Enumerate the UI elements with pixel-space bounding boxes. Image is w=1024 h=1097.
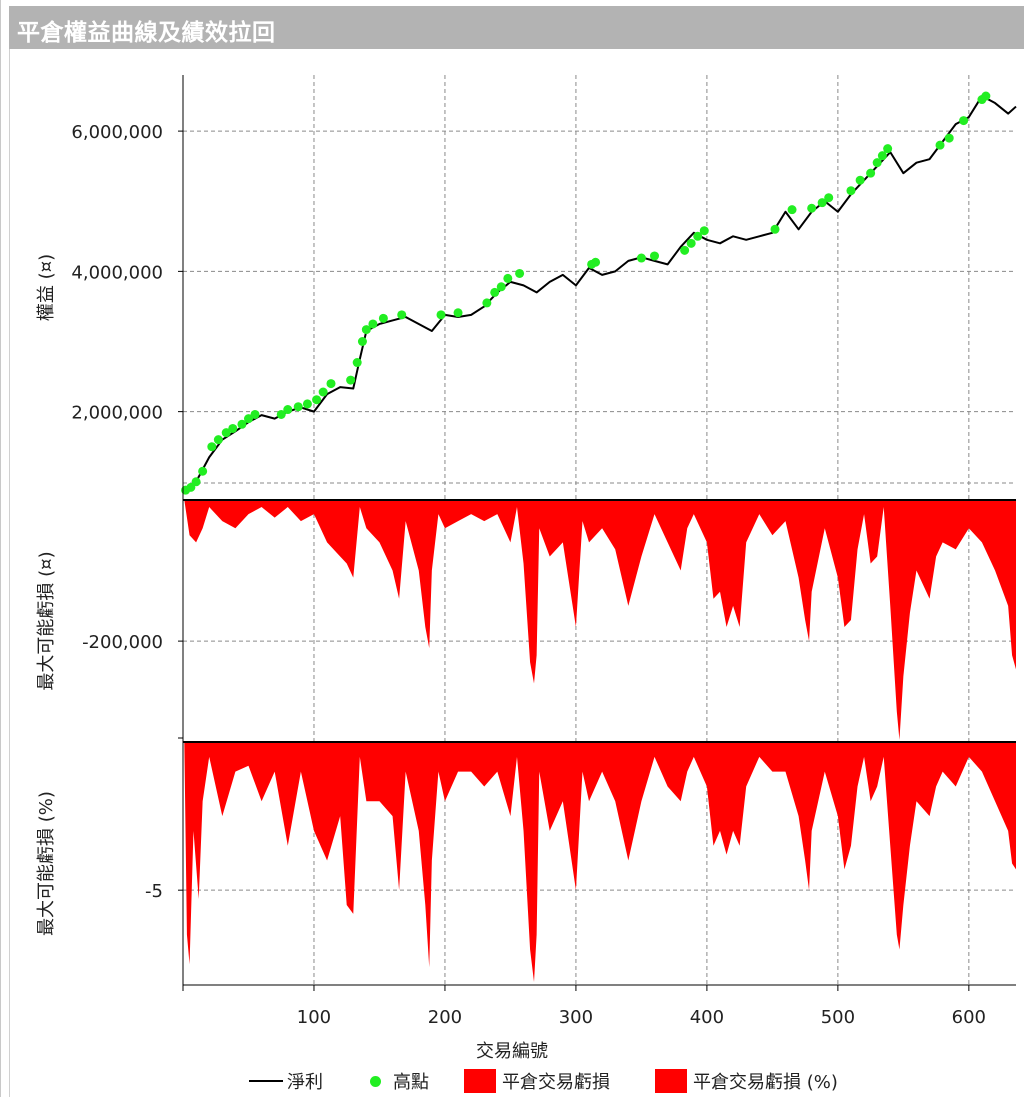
legend-label-highs: 高點 [393, 1072, 429, 1093]
y-tick-label: -5 [145, 881, 163, 902]
equity-high-point [283, 405, 293, 415]
x-tick-label: 100 [297, 1007, 331, 1028]
equity-high-point [944, 133, 954, 143]
equity-high-point [846, 186, 856, 196]
legend-swatch-line [249, 1080, 283, 1082]
equity-high-point [872, 158, 882, 168]
equity-curve-line [183, 95, 1017, 491]
legend-label-trade-loss: 平倉交易虧損 [502, 1072, 610, 1093]
equity-high-point [228, 423, 238, 433]
equity-high-point [515, 268, 525, 278]
equity-high-point [207, 442, 217, 452]
equity-high-point [221, 428, 231, 438]
legend-item-highs: 高點 [366, 1068, 429, 1094]
equity-high-point [302, 399, 312, 409]
equity-high-point [981, 91, 991, 101]
equity-high-point [436, 310, 446, 320]
equity-high-point [650, 251, 660, 261]
equity-high-point [250, 409, 260, 419]
equity-high-point [636, 253, 646, 263]
equity-high-point [877, 151, 887, 161]
equity-high-point [855, 175, 865, 185]
equity-high-point [591, 257, 601, 267]
legend-swatch-box [464, 1069, 496, 1093]
x-tick-label: 600 [952, 1007, 986, 1028]
y-axis-title: 最大可能虧損 (%) [36, 791, 57, 936]
x-tick-label: 300 [559, 1007, 593, 1028]
legend-item-trade-loss: 平倉交易虧損 [464, 1068, 610, 1094]
legend-swatch-box [655, 1069, 687, 1093]
equity-high-point [883, 144, 893, 154]
equity-high-point [276, 409, 286, 419]
y-axis-title: 權益 (¤) [36, 254, 57, 321]
equity-high-point [680, 245, 690, 255]
equity-high-point [453, 308, 463, 318]
equity-high-point [346, 375, 356, 385]
equity-high-point [312, 395, 322, 405]
equity-high-point [237, 419, 247, 429]
equity-high-point [787, 205, 797, 215]
equity-high-point [397, 310, 407, 320]
equity-high-point [378, 313, 388, 323]
equity-high-point [496, 282, 506, 292]
left-border [9, 49, 10, 1097]
equity-high-point [490, 287, 500, 297]
equity-high-point [693, 231, 703, 241]
equity-high-point [482, 298, 492, 308]
y-tick-label: 4,000,000 [71, 262, 163, 283]
window-title: 平倉權益曲線及績效拉回 [17, 20, 276, 46]
equity-high-point [824, 193, 834, 203]
legend: 淨利 高點 平倉交易虧損 平倉交易虧損 (%) [0, 1068, 1024, 1094]
title-bar: 平倉權益曲線及績效拉回 [9, 6, 1024, 49]
equity-high-point [807, 203, 817, 213]
equity-high-point [318, 387, 328, 397]
y-tick-label: 2,000,000 [71, 403, 163, 424]
drawdown-amount-area [184, 500, 1016, 740]
equity-high-point [866, 168, 876, 178]
equity-high-point [699, 226, 709, 236]
equity-high-point [198, 466, 208, 476]
equity-high-point [213, 435, 223, 445]
equity-high-point [959, 116, 969, 126]
x-tick-label: 400 [690, 1007, 724, 1028]
x-tick-label: 200 [428, 1007, 462, 1028]
legend-item-trade-loss-pct: 平倉交易虧損 (%) [655, 1068, 838, 1094]
x-axis-title: 交易編號 [476, 1041, 548, 1062]
y-axis-title: 最大可能虧損 (¤) [36, 551, 57, 690]
equity-high-point [817, 198, 827, 208]
equity-high-point [770, 224, 780, 234]
equity-high-point [357, 337, 367, 347]
equity-high-point [352, 358, 362, 368]
equity-high-point [326, 379, 336, 389]
equity-high-point [243, 414, 253, 424]
x-tick-label: 500 [821, 1007, 855, 1028]
equity-high-point [293, 402, 303, 412]
equity-high-point [191, 477, 201, 487]
equity-high-point [361, 325, 371, 335]
legend-label-net-profit: 淨利 [287, 1072, 323, 1093]
equity-high-point [935, 140, 945, 150]
legend-item-net-profit: 淨利 [249, 1068, 323, 1094]
y-tick-label: -200,000 [82, 632, 163, 653]
legend-label-trade-loss-pct: 平倉交易虧損 (%) [693, 1072, 838, 1093]
equity-high-point [368, 319, 378, 329]
equity-high-point [503, 273, 513, 283]
drawdown-percent-area [184, 742, 1016, 983]
y-tick-label: 6,000,000 [71, 122, 163, 143]
legend-swatch-dot [370, 1075, 381, 1087]
equity-high-point [686, 238, 696, 248]
